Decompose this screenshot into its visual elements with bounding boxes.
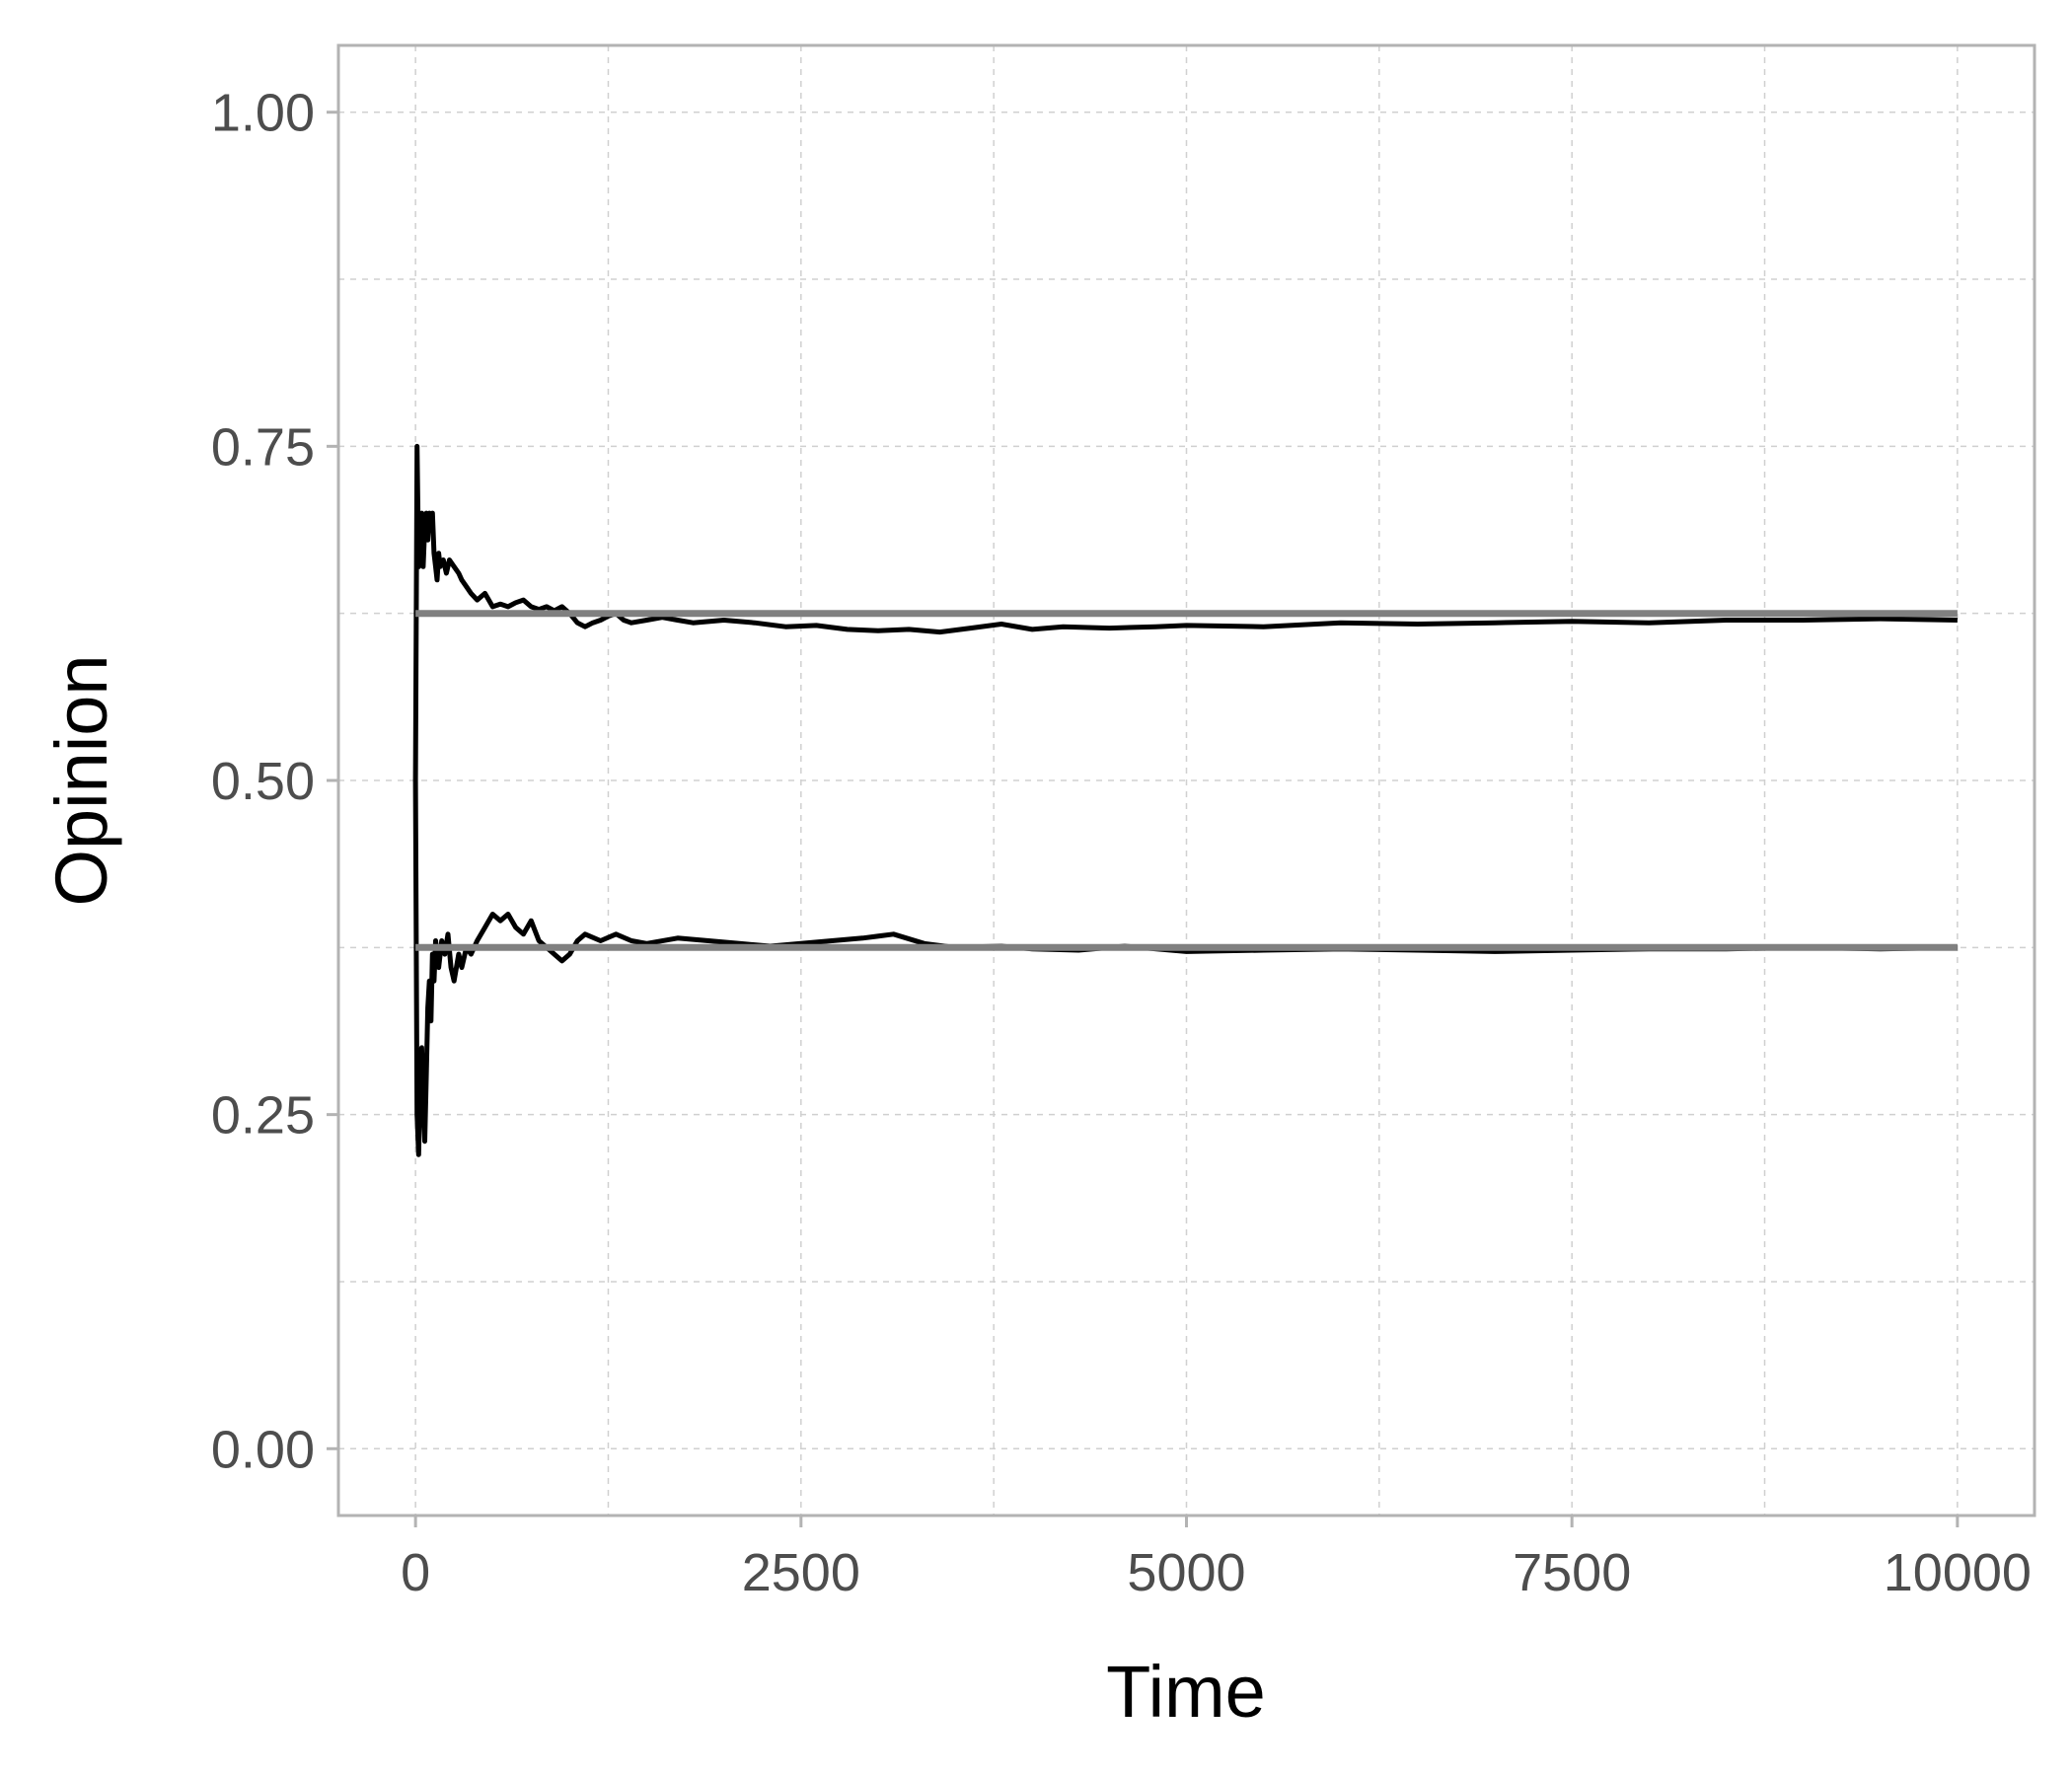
y-tick-label: 0.50: [211, 752, 315, 811]
y-tick-label: 0.00: [211, 1420, 315, 1479]
x-tick-label: 7500: [1513, 1543, 1631, 1602]
y-tick-label: 1.00: [211, 84, 315, 143]
grid: [338, 45, 2035, 1516]
x-tick-label: 2500: [742, 1543, 860, 1602]
y-axis-ticks: 0.00 0.25 0.50 0.75 1.00: [211, 84, 338, 1479]
opinion-trajectory-line: [412, 779, 1958, 1157]
x-tick-label: 10000: [1884, 1543, 2032, 1602]
y-tick-label: 0.75: [211, 417, 315, 477]
y-tick-label: 0.25: [211, 1086, 315, 1146]
x-tick-label: 0: [401, 1543, 430, 1602]
x-axis-title: Time: [1106, 1651, 1266, 1733]
series-layer: [412, 443, 1958, 1157]
y-axis-title: Opinion: [40, 654, 122, 906]
x-axis-ticks: 0 2500 5000 7500 10000: [401, 1516, 2032, 1602]
x-tick-label: 5000: [1127, 1543, 1245, 1602]
